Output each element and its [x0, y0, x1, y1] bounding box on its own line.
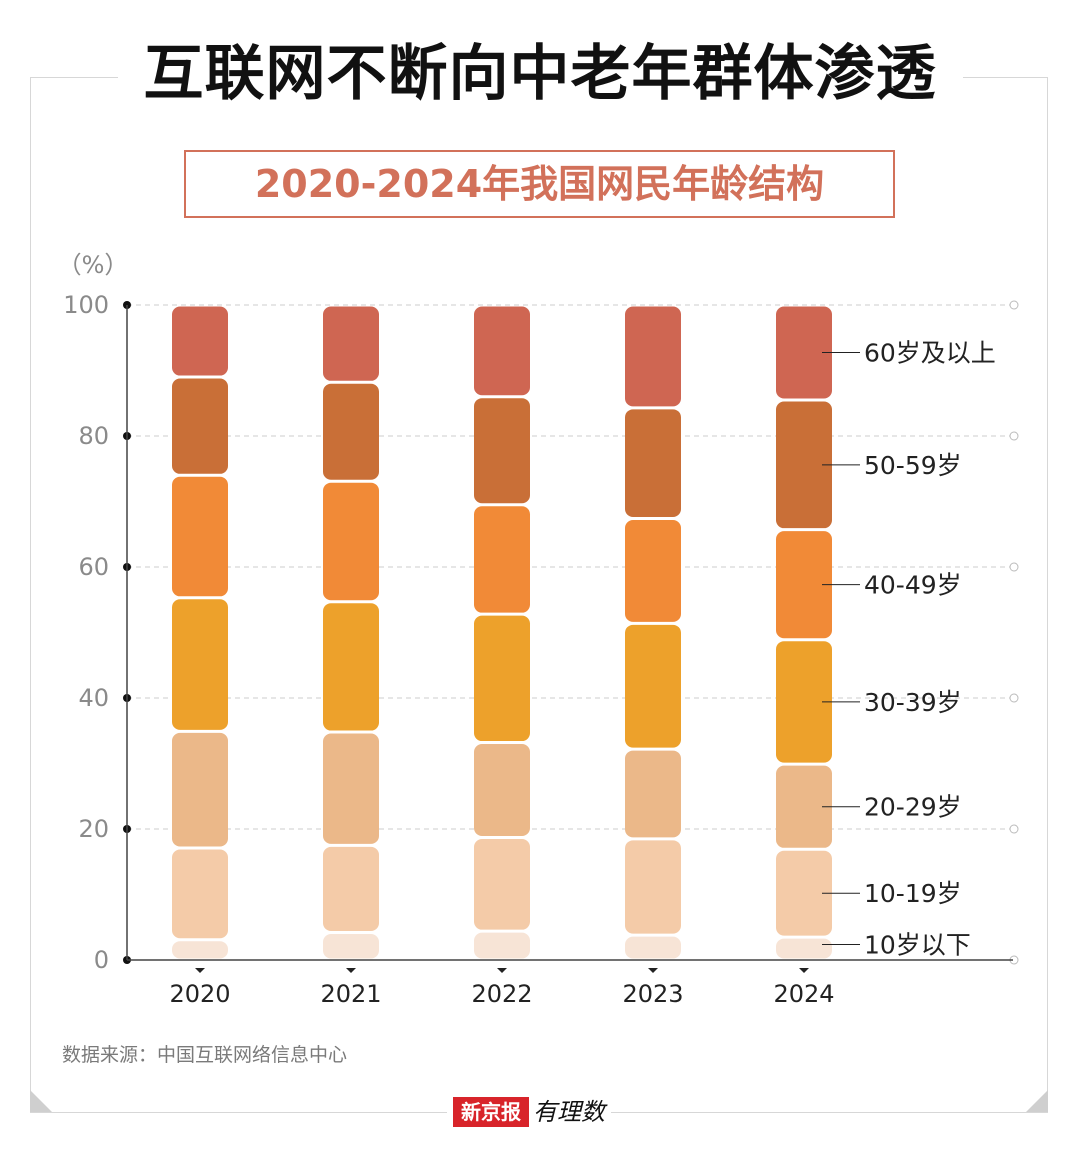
bar-segment [776, 531, 832, 639]
x-tick-marker [799, 968, 809, 973]
data-source: 数据来源：中国互联网络信息中心 [62, 1044, 348, 1066]
brand-script-logo: 有理数 [533, 1098, 605, 1126]
bar-segment [172, 306, 228, 376]
x-tick-marker [648, 968, 658, 973]
brand-logo: 新京报 [453, 1097, 529, 1127]
page-title: 互联网不断向中老年群体渗透 [117, 34, 963, 114]
x-tick-label: 2024 [773, 980, 834, 1008]
bar-segment [776, 765, 832, 848]
bar-segment [172, 732, 228, 847]
y-tick-label: 20 [78, 815, 109, 843]
bar-segment [323, 846, 379, 931]
footer-brand: 新京报 有理数 [447, 1097, 611, 1127]
grid-end-marker [1009, 300, 1019, 310]
legend-label: 10-19岁 [864, 879, 962, 908]
bar-segment [625, 520, 681, 622]
bar-segment [625, 409, 681, 518]
bar-segment [474, 398, 530, 504]
legend-label: 10岁以下 [864, 931, 971, 960]
corner-fold-left [30, 1090, 52, 1112]
stacked-bar-chart: （%） 0 20 40 60 80 100 2020 2021 2022 2023 2024 10岁以下… [58, 251, 1019, 1008]
bar-segment [172, 599, 228, 730]
grid-end-marker [1009, 431, 1019, 441]
corner-fold-right [1026, 1090, 1048, 1112]
bar-segment [474, 932, 530, 959]
bar-segment [172, 941, 228, 959]
y-tick-label: 80 [78, 422, 109, 450]
bar-segment [474, 506, 530, 613]
legend-label: 20-29岁 [864, 793, 962, 822]
x-tick-marker [346, 968, 356, 973]
bar-segment [323, 733, 379, 844]
legend-label: 60岁及以上 [864, 338, 996, 367]
bar-segment [323, 306, 379, 381]
bar-segment [172, 378, 228, 474]
grid-end-marker [1009, 693, 1019, 703]
bar-segment [474, 306, 530, 396]
bar-segment [625, 624, 681, 748]
bar-segment [625, 840, 681, 934]
bar-segment [776, 641, 832, 763]
x-tick-marker [497, 968, 507, 973]
legend-label: 50-59岁 [864, 451, 962, 480]
bar-segment [323, 933, 379, 959]
bar-segment [625, 936, 681, 959]
y-tick-label: 0 [94, 946, 109, 974]
legend-label: 40-49岁 [864, 571, 962, 600]
y-tick-label: 40 [78, 684, 109, 712]
grid-end-marker [1009, 562, 1019, 572]
bar-segment [776, 306, 832, 399]
bar-segment [172, 476, 228, 597]
legend-label: 30-39岁 [864, 688, 962, 717]
bar-segment [776, 938, 832, 959]
x-tick-label: 2021 [320, 980, 381, 1008]
y-axis-unit: （%） [58, 251, 129, 279]
x-tick-label: 2022 [471, 980, 532, 1008]
page-title-wrap: 互联网不断向中老年群体渗透 [0, 34, 1080, 114]
x-tick-label: 2020 [169, 980, 230, 1008]
bar-segment [323, 482, 379, 601]
x-tick-label: 2023 [622, 980, 683, 1008]
y-tick-label: 100 [63, 291, 109, 319]
chart-subtitle: 2020-2024年我国网民年龄结构 [184, 150, 895, 218]
bar-segment [474, 744, 530, 837]
bar-segment [172, 849, 228, 939]
bar-segment [474, 839, 530, 930]
bar-segment [474, 615, 530, 742]
y-tick-label: 60 [78, 553, 109, 581]
bar-segment [776, 401, 832, 529]
x-tick-marker [195, 968, 205, 973]
bar-segment [625, 750, 681, 838]
grid-end-marker [1009, 824, 1019, 834]
bar-segment [776, 850, 832, 936]
bar-segment [323, 383, 379, 480]
bar-segment [625, 306, 681, 407]
bar-segment [323, 603, 379, 731]
